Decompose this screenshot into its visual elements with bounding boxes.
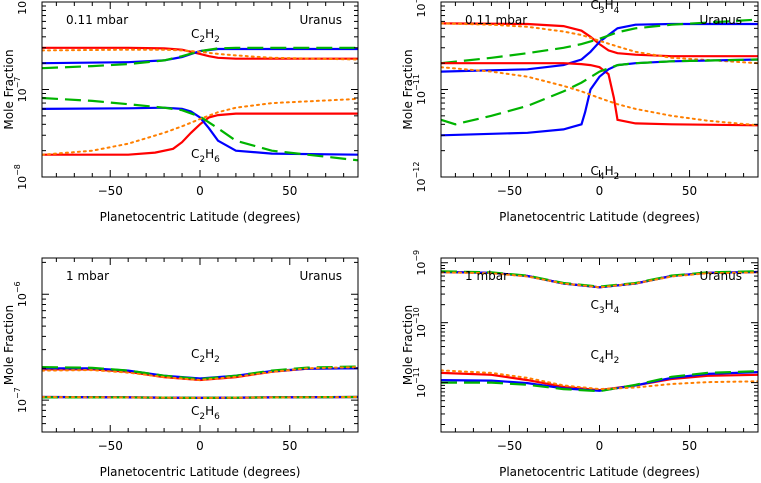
species-label: C3H4 bbox=[590, 0, 619, 16]
plot-frame bbox=[440, 257, 759, 433]
y-tick-label: 10−12 bbox=[412, 162, 428, 193]
planet-label: Uranus bbox=[699, 269, 742, 283]
species-label: C2H6 bbox=[191, 147, 220, 165]
y-tick-label: 10−10 bbox=[412, 0, 428, 17]
y-tick-label: 10−11 bbox=[412, 74, 428, 105]
y-axis-label: Mole Fraction bbox=[2, 49, 16, 129]
x-tick-label: 0 bbox=[196, 439, 204, 453]
x-axis-label: Planetocentric Latitude (degrees) bbox=[499, 210, 700, 224]
series-line-3 bbox=[441, 270, 758, 288]
panel-1: −50 0 50 10−8 10−7 10−6 Planetocentric Latitud… bbox=[2, 0, 359, 224]
x-tick-label: −50 bbox=[497, 439, 522, 453]
species-label: C4H2 bbox=[590, 348, 619, 366]
panel-2: −50 0 50 10−12 10−11 10−10 Planetocentric Lati… bbox=[401, 0, 759, 224]
x-tick-label: 50 bbox=[282, 184, 297, 198]
x-tick-label: 0 bbox=[596, 184, 604, 198]
species-label: C2H2 bbox=[191, 347, 220, 365]
series-line-7 bbox=[441, 58, 758, 126]
y-tick-label: 10−7 bbox=[13, 387, 29, 413]
y-tick-label: 10−10 bbox=[412, 307, 428, 338]
y-tick-label: 10−6 bbox=[13, 281, 29, 307]
panel-4: −50 0 50 10−11 10−10 10−9 Planetocentric Latit… bbox=[401, 250, 759, 479]
x-axis-label: Planetocentric Latitude (degrees) bbox=[100, 465, 301, 479]
series-group bbox=[441, 18, 758, 137]
plot-frame bbox=[440, 1, 759, 178]
series-group bbox=[441, 270, 758, 393]
series-line-3 bbox=[42, 365, 358, 381]
plot-frame bbox=[41, 257, 359, 433]
species-label: C2H2 bbox=[191, 27, 220, 45]
y-tick-label: 10−11 bbox=[412, 367, 428, 398]
x-tick-label: −50 bbox=[98, 184, 123, 198]
series-line-3 bbox=[42, 46, 358, 70]
x-axis-label: Planetocentric Latitude (degrees) bbox=[499, 465, 700, 479]
series-line-8 bbox=[441, 369, 758, 391]
series-line-5 bbox=[42, 112, 358, 156]
series-line-1 bbox=[441, 22, 758, 58]
series-line-7 bbox=[42, 96, 358, 162]
pressure-label: 1 mbar bbox=[66, 269, 109, 283]
y-tick-label: 10−8 bbox=[13, 164, 29, 190]
y-axis-label: Mole Fraction bbox=[2, 305, 16, 385]
y-tick-label: 10−7 bbox=[13, 77, 29, 103]
series-line-3 bbox=[441, 18, 758, 65]
planet-label: Uranus bbox=[299, 13, 342, 27]
y-tick-label: 10−9 bbox=[412, 250, 428, 276]
series-group bbox=[42, 46, 358, 162]
panel-3: −50 0 50 10−7 10−6 Planetocentric Latitude (d… bbox=[2, 257, 359, 479]
x-tick-label: 0 bbox=[596, 439, 604, 453]
pressure-label: 0.11 mbar bbox=[66, 13, 128, 27]
species-label: C2H6 bbox=[191, 404, 220, 422]
pressure-label: 1 mbar bbox=[465, 269, 508, 283]
series-line-4 bbox=[42, 366, 358, 382]
x-tick-label: 0 bbox=[196, 184, 204, 198]
series-line-6 bbox=[42, 106, 358, 156]
series-line-4 bbox=[441, 22, 758, 65]
series-line-8 bbox=[441, 66, 758, 127]
x-tick-label: −50 bbox=[497, 184, 522, 198]
species-label: C3H4 bbox=[590, 298, 619, 316]
series-line-4 bbox=[42, 48, 358, 61]
series-line-2 bbox=[441, 22, 758, 73]
series-line-8 bbox=[42, 396, 358, 399]
x-tick-label: −50 bbox=[98, 439, 123, 453]
species-label: C4H2 bbox=[590, 164, 619, 182]
x-tick-label: 50 bbox=[682, 184, 697, 198]
x-tick-label: 50 bbox=[282, 439, 297, 453]
planet-label: Uranus bbox=[299, 269, 342, 283]
y-tick-label: 10−6 bbox=[13, 0, 29, 15]
series-line-4 bbox=[441, 271, 758, 289]
x-tick-label: 50 bbox=[682, 439, 697, 453]
series-line-7 bbox=[441, 370, 758, 393]
series-line-8 bbox=[42, 97, 358, 156]
y-axis-label: Mole Fraction bbox=[401, 305, 415, 385]
planet-label: Uranus bbox=[699, 13, 742, 27]
y-axis-label: Mole Fraction bbox=[401, 49, 415, 129]
series-line-1 bbox=[42, 46, 358, 60]
x-axis-label: Planetocentric Latitude (degrees) bbox=[100, 210, 301, 224]
pressure-label: 0.11 mbar bbox=[465, 13, 527, 27]
series-group bbox=[42, 365, 358, 400]
